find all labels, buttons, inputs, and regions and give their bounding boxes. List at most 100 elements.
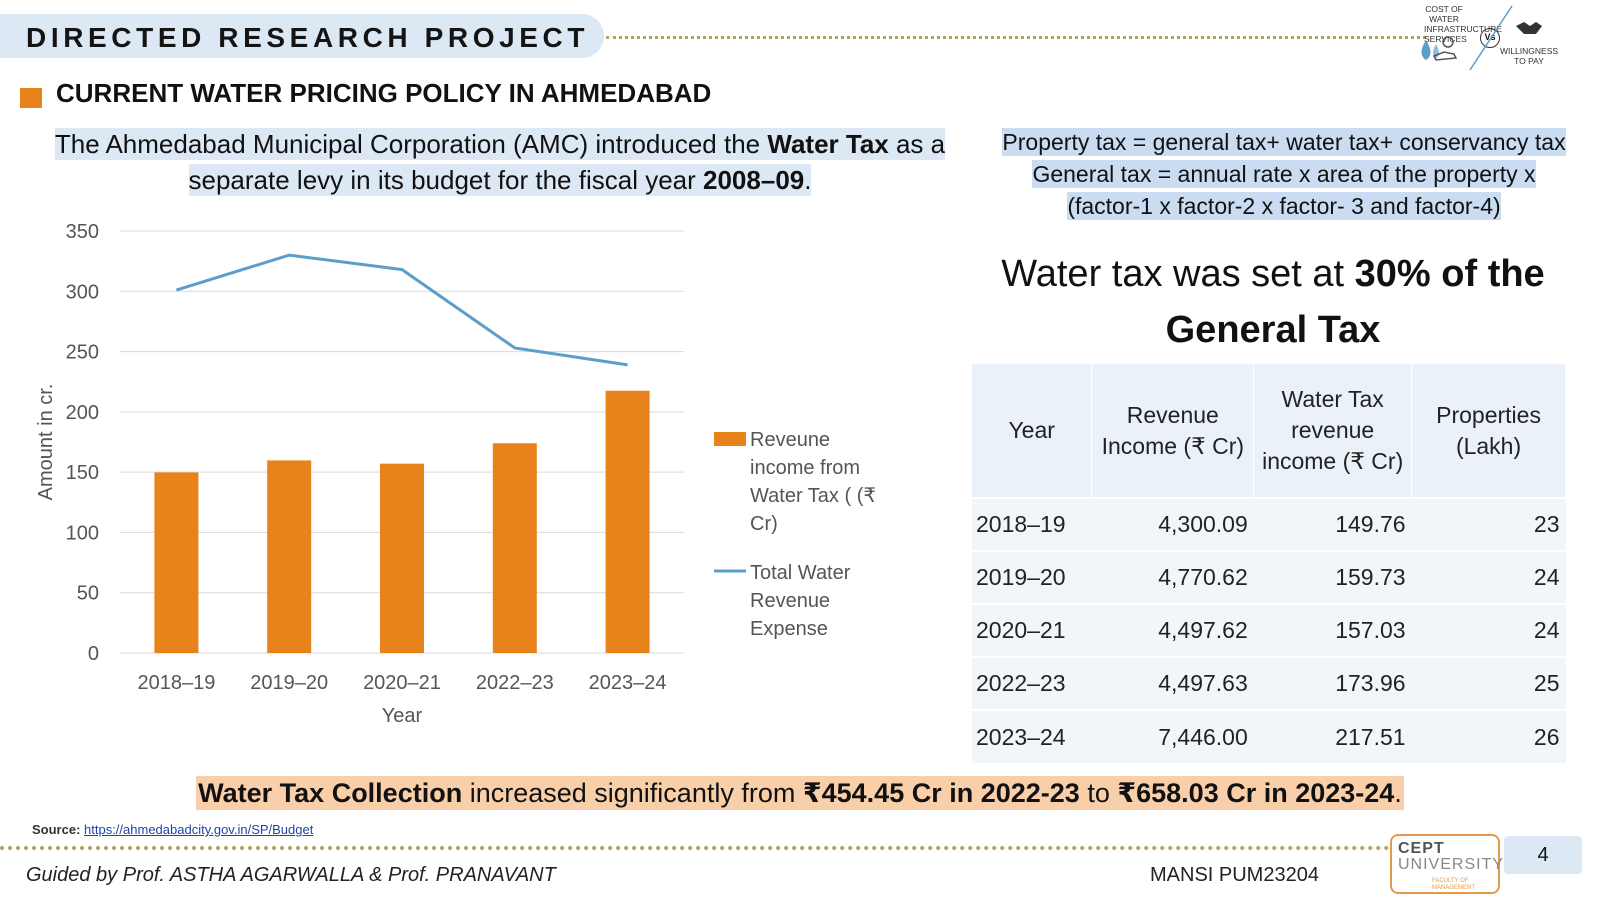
legend-label-line: Revenue bbox=[750, 590, 830, 612]
intro-paragraph: The Ahmedabad Municipal Corporation (AMC… bbox=[54, 126, 946, 198]
water-tax-table: Year Revenue Income (₹ Cr) Water Tax reven… bbox=[972, 364, 1566, 763]
table-cell-water-tax: 173.96 bbox=[1253, 656, 1412, 710]
y-tick-label: 200 bbox=[66, 402, 99, 424]
y-tick-label: 50 bbox=[77, 583, 99, 605]
x-tick-label: 2023–24 bbox=[589, 672, 667, 694]
table-header-line: Revenue bbox=[1126, 401, 1219, 428]
legend-swatch-bar bbox=[714, 432, 746, 446]
bar bbox=[492, 443, 537, 653]
legend-label-line: Total Water bbox=[750, 562, 851, 584]
section-marker bbox=[20, 88, 42, 108]
table-cell-properties: 24 bbox=[1411, 550, 1566, 604]
vs-text: Vs bbox=[1484, 32, 1496, 42]
table-cell-revenue: 4,497.62 bbox=[1091, 603, 1254, 657]
table-header-line: Year bbox=[1008, 417, 1055, 443]
y-tick-label: 100 bbox=[66, 522, 99, 544]
intro-text-1: The Ahmedabad Municipal Corporation (AMC… bbox=[54, 129, 768, 159]
tax-formula: Property tax = general tax+ water tax+ c… bbox=[972, 126, 1596, 222]
y-tick-label: 0 bbox=[88, 643, 99, 665]
source-note: Source: https://ahmedabadcity.gov.in/SP/… bbox=[32, 822, 313, 837]
table-cell-revenue: 4,770.62 bbox=[1091, 550, 1254, 604]
collection-summary: Water Tax Collection increased significa… bbox=[0, 776, 1600, 810]
water-drop-icon bbox=[1421, 40, 1439, 60]
legend-label-line: Expense bbox=[750, 618, 828, 640]
table-header-water-tax: Water Tax revenue income (₹ Cr) bbox=[1253, 364, 1413, 498]
table-cell-revenue: 4,300.09 bbox=[1091, 497, 1254, 551]
table-header-properties: Properties (Lakh) bbox=[1411, 364, 1566, 498]
logo-left-text: COST OF WATER INFRASTRUCTURE SERVICES bbox=[1424, 4, 1502, 44]
x-tick-label: 2018–19 bbox=[137, 672, 215, 694]
table-cell-year: 2023–24 bbox=[972, 709, 1092, 763]
water-tax-statement: Water tax was set at 30% of the General … bbox=[960, 246, 1586, 358]
section-title: CURRENT WATER PRICING POLICY IN AHMEDABA… bbox=[56, 78, 712, 108]
logo-right-text: WILLINGNESS TO PAY bbox=[1499, 46, 1559, 66]
table-row: 2023–24 7,446.00 217.51 26 bbox=[972, 709, 1566, 763]
bar bbox=[380, 463, 424, 653]
bar bbox=[605, 390, 650, 653]
table-cell-water-tax: 217.51 bbox=[1253, 709, 1412, 763]
collection-text-3: . bbox=[1394, 778, 1402, 808]
bar bbox=[154, 472, 199, 653]
table-cell-revenue: 7,446.00 bbox=[1091, 709, 1254, 763]
vs-badge: Vs bbox=[1480, 28, 1500, 48]
table-row: 2019–20 4,770.62 159.73 24 bbox=[972, 550, 1566, 604]
formula-line-2: General tax = annual rate x area of the … bbox=[1032, 160, 1536, 188]
y-axis-title: Amount in cr. bbox=[35, 384, 57, 501]
collection-bold-3: ₹658.03 Cr in 2023-24 bbox=[1117, 778, 1395, 808]
x-tick-label: 2020–21 bbox=[363, 672, 441, 694]
legend-label-bar: Reveune bbox=[750, 429, 830, 451]
statement-bold: 30% of the General Tax bbox=[1165, 253, 1545, 351]
chart-y-ticks: 0 50 100 150 200 250 300 350 bbox=[66, 221, 99, 665]
handshake-icon bbox=[1516, 22, 1542, 34]
table-header-line: Properties bbox=[1436, 401, 1541, 428]
cept-university-logo: CEPT UNIVERSITY FACULTY OF MANAGEMENT bbox=[1390, 834, 1503, 894]
table-cell-year: 2022–23 bbox=[972, 656, 1092, 710]
chart-legend: Reveune income from Water Tax ( (₹ Cr) Total… bbox=[714, 429, 876, 640]
x-tick-label: 2019–20 bbox=[250, 672, 328, 694]
cept-logo-line-3: FACULTY OF MANAGEMENT bbox=[1432, 878, 1476, 891]
collection-text-1: increased significantly from bbox=[462, 778, 803, 808]
x-tick-label: 2022–23 bbox=[476, 672, 554, 694]
table-header-revenue: Revenue Income (₹ Cr) bbox=[1091, 364, 1255, 498]
series-line bbox=[175, 253, 628, 367]
y-tick-label: 250 bbox=[66, 342, 99, 364]
collection-bold-1: Water Tax Collection bbox=[198, 778, 463, 808]
legend-label-bar: income from bbox=[750, 457, 860, 479]
table-cell-revenue: 4,497.63 bbox=[1091, 656, 1254, 710]
table-cell-properties: 26 bbox=[1411, 709, 1566, 763]
collection-bold-2: ₹454.45 Cr in 2022-23 bbox=[802, 778, 1080, 808]
table-header-year: Year bbox=[972, 364, 1093, 498]
table-cell-properties: 24 bbox=[1411, 603, 1566, 657]
cept-logo-line-2: UNIVERSITY bbox=[1398, 856, 1505, 873]
y-tick-label: 350 bbox=[66, 221, 99, 243]
legend-label-bar: Cr) bbox=[750, 513, 778, 535]
project-logo: COST OF WATER INFRASTRUCTURE SERVICES Vs… bbox=[1421, 2, 1600, 74]
intro-text-3: . bbox=[804, 165, 812, 195]
header-dotted-line bbox=[606, 36, 1426, 39]
table-cell-year: 2018–19 bbox=[972, 497, 1092, 551]
source-link[interactable]: https://ahmedabadcity.gov.in/SP/Budget bbox=[84, 822, 314, 837]
table-cell-year: 2019–20 bbox=[972, 550, 1092, 604]
x-axis-title: Year bbox=[382, 705, 423, 727]
intro-bold-water-tax: Water Tax bbox=[767, 129, 889, 159]
guided-by: Guided by Prof. ASTHA AGARWALLA & Prof. … bbox=[26, 864, 556, 886]
table-cell-properties: 23 bbox=[1411, 497, 1566, 551]
y-tick-label: 300 bbox=[66, 281, 99, 303]
source-label: Source: bbox=[32, 822, 85, 837]
table-header-line: (Lakh) bbox=[1455, 432, 1522, 459]
bar bbox=[267, 460, 312, 653]
table-header-line: revenue bbox=[1291, 417, 1375, 443]
table-cell-year: 2020–21 bbox=[972, 603, 1092, 657]
cept-logo-line-1: CEPT bbox=[1398, 840, 1445, 857]
table-cell-properties: 25 bbox=[1411, 656, 1566, 710]
chart-x-ticks: 2018–19 2019–20 2020–21 2022–23 2023–24 bbox=[137, 672, 666, 694]
table-header-line: Water Tax bbox=[1281, 386, 1384, 412]
logo-divider bbox=[1469, 5, 1513, 71]
water-tax-chart: 0 50 100 150 200 250 300 350 2018–19 2019–20 2020… bbox=[35, 221, 876, 727]
table-cell-water-tax: 149.76 bbox=[1253, 497, 1412, 551]
table-cell-water-tax: 157.03 bbox=[1253, 603, 1412, 657]
intro-bold-year: 2008–09 bbox=[703, 165, 805, 195]
page-number: 4 bbox=[1504, 836, 1582, 874]
hand-coin-icon bbox=[1432, 36, 1458, 61]
table-cell-water-tax: 159.73 bbox=[1253, 550, 1412, 604]
